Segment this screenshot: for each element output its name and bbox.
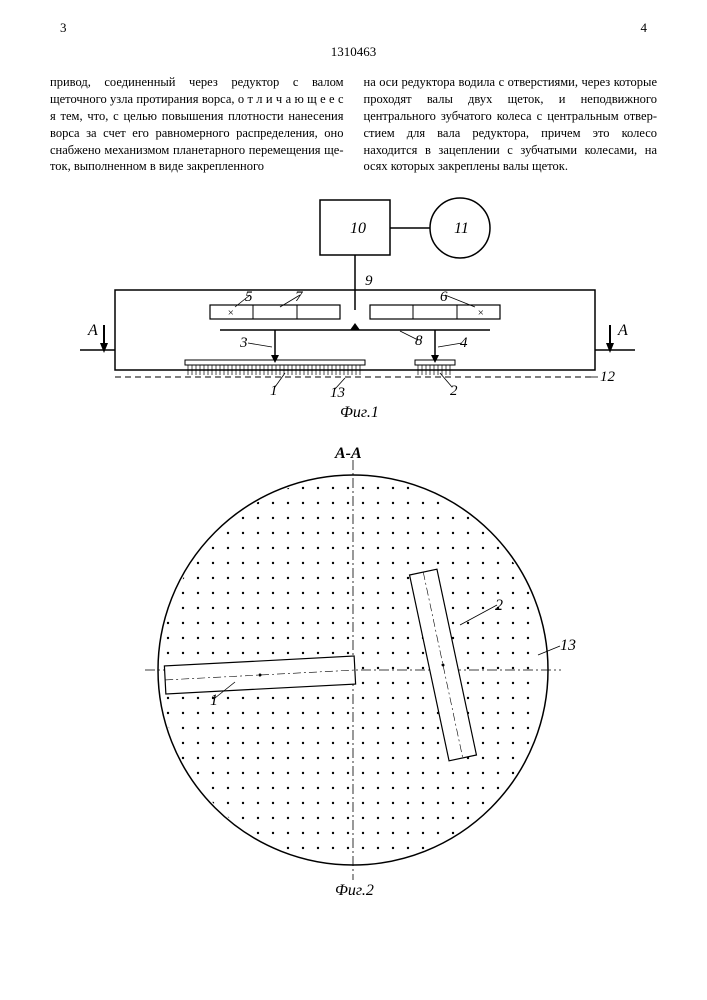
callout-12: 12 bbox=[600, 369, 616, 385]
callout-13-fig2: 13 bbox=[560, 637, 576, 654]
text-columns: привод, соединенный через редуктор с вал… bbox=[20, 74, 687, 175]
callout-6: 6 bbox=[440, 289, 448, 305]
callout-13: 13 bbox=[330, 385, 345, 401]
page-number-right: 4 bbox=[641, 20, 648, 36]
callout-8: 8 bbox=[415, 333, 423, 349]
patent-number: 1310463 bbox=[20, 44, 687, 60]
callout-11: 11 bbox=[454, 220, 469, 237]
figure-1: 10 11 9 А А 8 × 5 7 × 6 3 4 bbox=[20, 195, 687, 430]
section-mark-right: А bbox=[595, 322, 635, 353]
callout-9: 9 bbox=[365, 273, 373, 289]
svg-text:А: А bbox=[87, 322, 98, 339]
page-number-left: 3 bbox=[60, 20, 67, 36]
column-left: привод, соединенный через редуктор с вал… bbox=[50, 74, 344, 175]
callout-2: 2 bbox=[450, 383, 458, 399]
figure-2: А-А 1 2 13 Фиг.2 bbox=[20, 440, 687, 905]
callout-5: 5 bbox=[245, 289, 253, 305]
section-title: А-А bbox=[334, 445, 362, 462]
section-mark-left: А bbox=[80, 322, 115, 353]
callout-1-fig2: 1 bbox=[210, 692, 218, 709]
fig1-label: Фиг.1 bbox=[340, 404, 379, 421]
svg-text:×: × bbox=[227, 307, 234, 319]
column-right: на оси редуктора водила с отверстия­ми, … bbox=[364, 74, 658, 175]
callout-10: 10 bbox=[350, 220, 366, 237]
callout-3: 3 bbox=[239, 335, 248, 351]
page-header: 3 4 bbox=[20, 20, 687, 36]
svg-text:×: × bbox=[477, 307, 484, 319]
svg-text:А: А bbox=[617, 322, 628, 339]
fig2-label: Фиг.2 bbox=[335, 882, 374, 899]
